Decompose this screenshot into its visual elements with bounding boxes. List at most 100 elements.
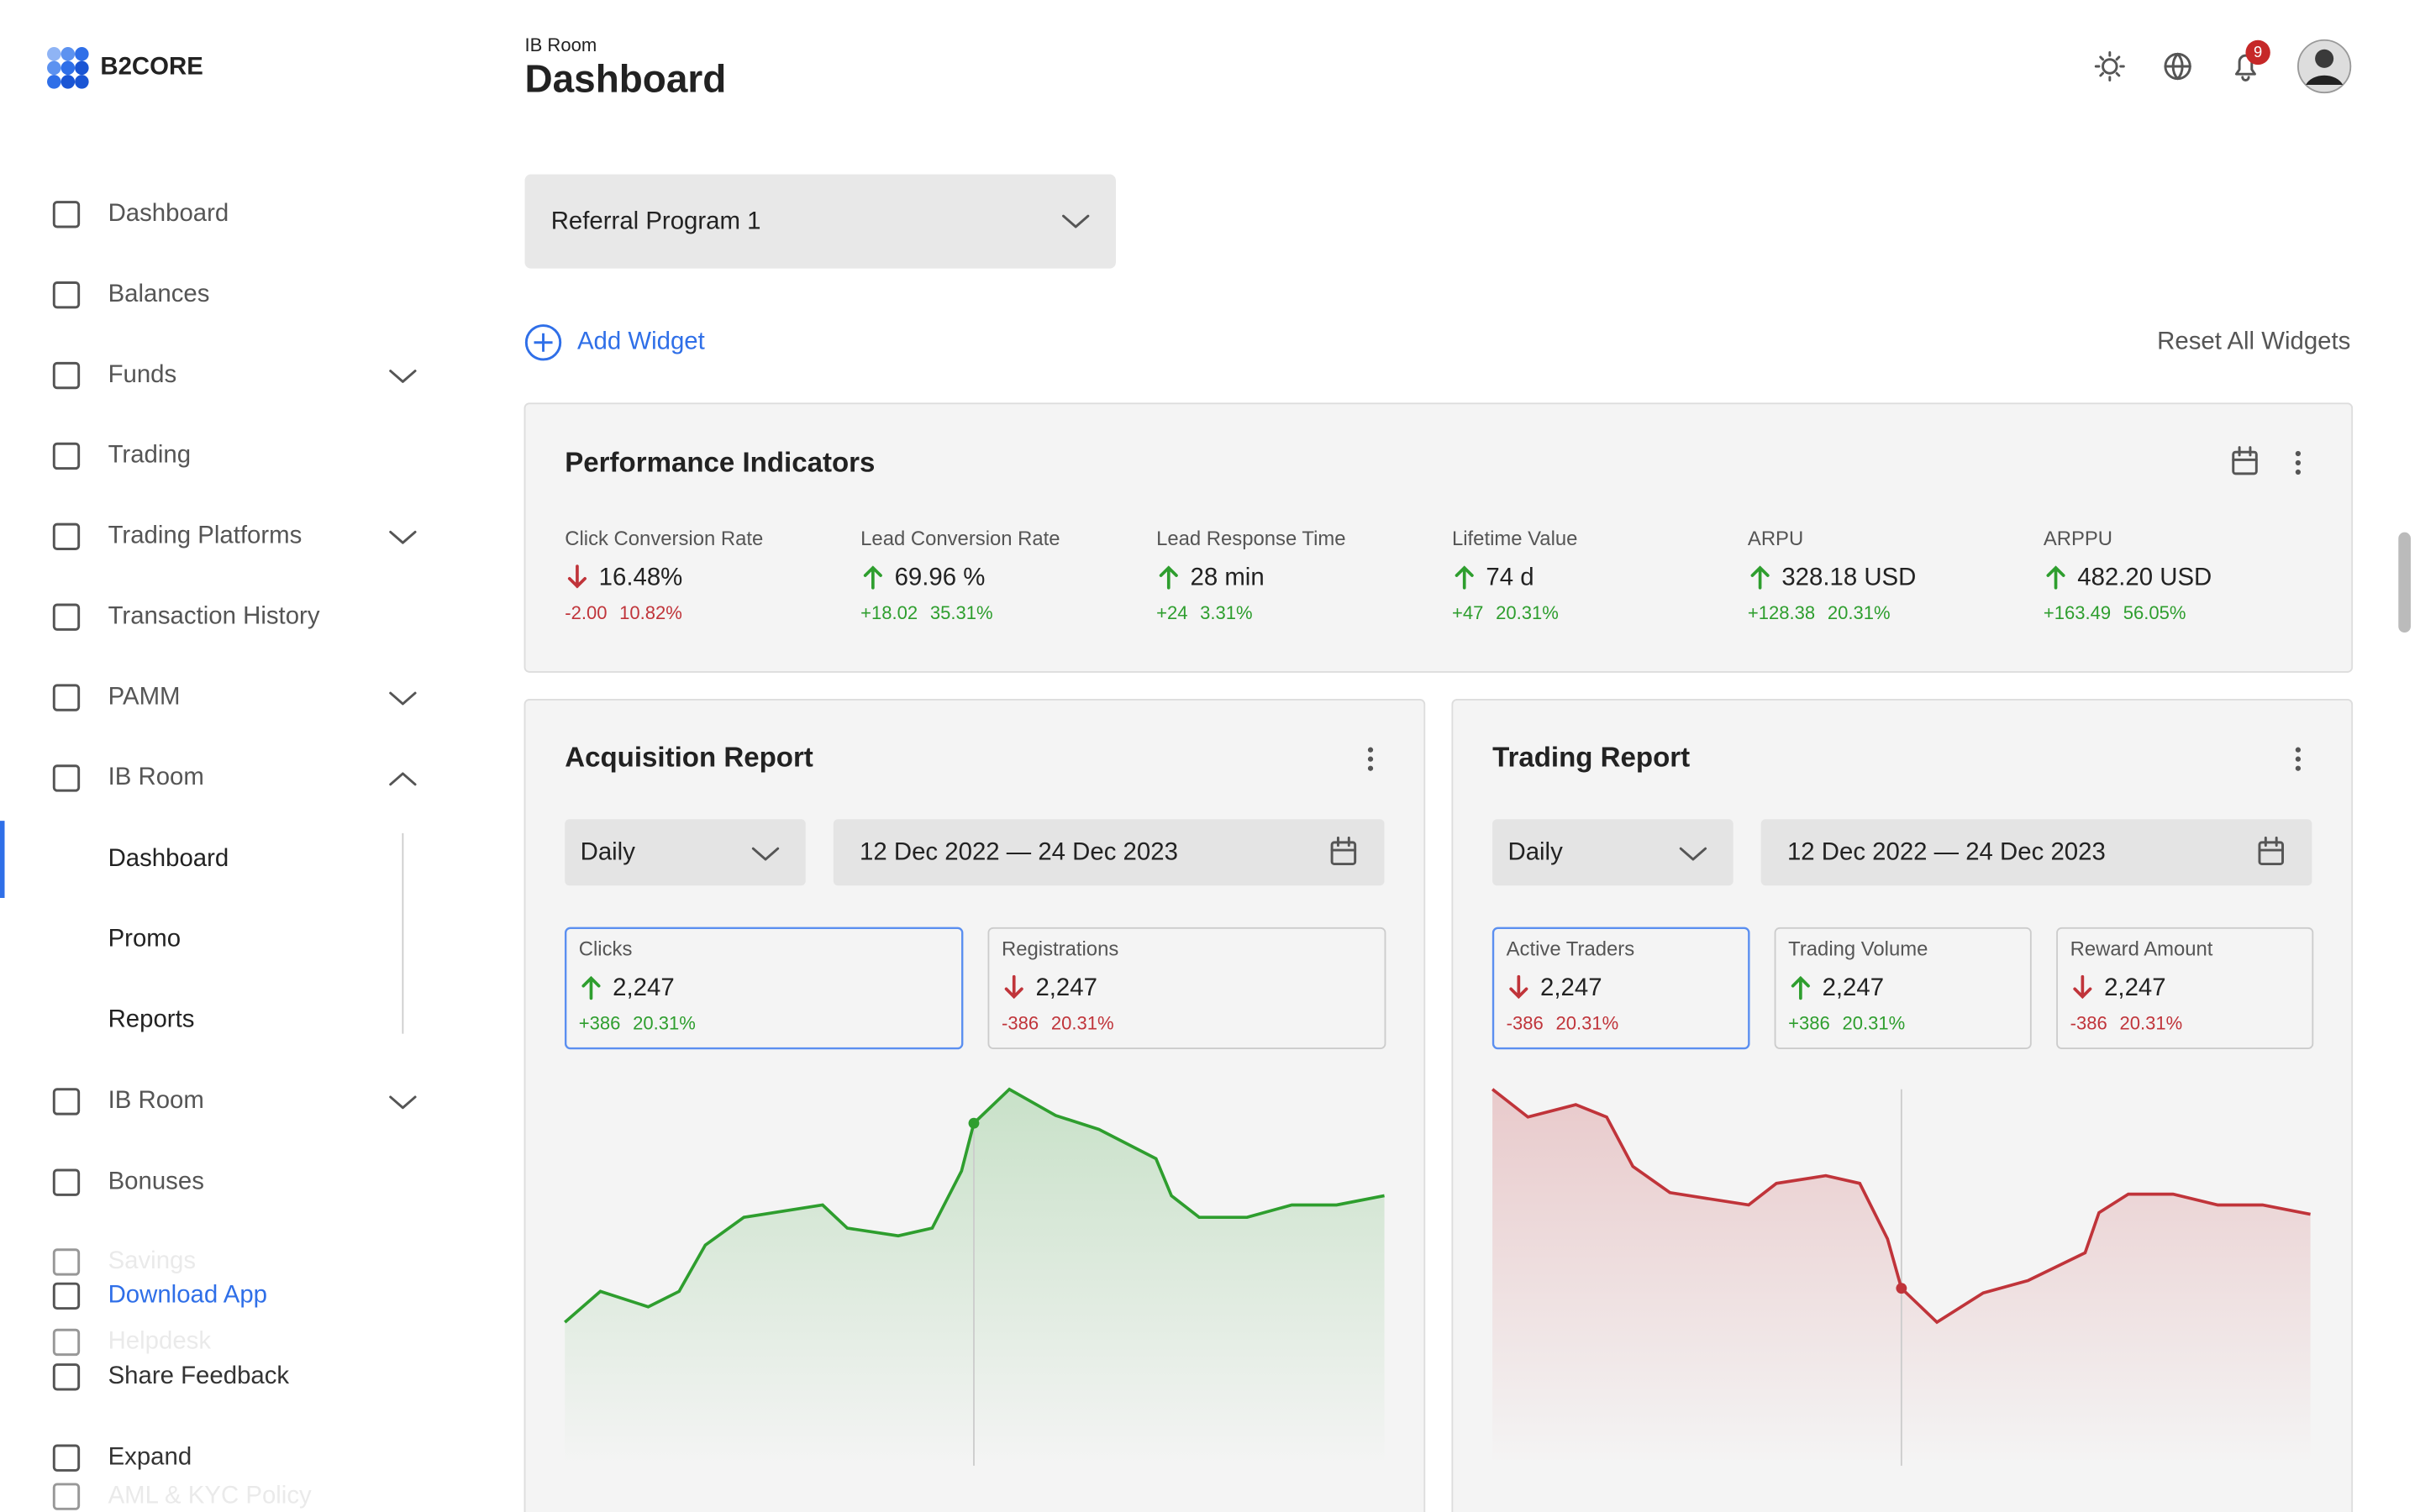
metric-value: 2,247: [2104, 974, 2166, 1001]
menu-label: AML & KYC Policy: [108, 1481, 312, 1509]
metric-percent: 20.31%: [633, 1012, 696, 1033]
date-range[interactable]: [833, 819, 1385, 886]
metric-change: -386: [2070, 1012, 2107, 1033]
metric-label: Registrations: [1002, 938, 1118, 961]
menu-icon: [52, 1328, 81, 1357]
calendar-icon: [2258, 841, 2284, 866]
menu-item[interactable]: PAMM: [52, 682, 417, 711]
metric-percent: 20.31%: [1555, 1012, 1618, 1033]
indicator: Lead Response Time 28 min+24 3.31%: [1156, 528, 1345, 623]
metric-label: Clicks: [579, 938, 633, 961]
menu-label: Transaction History: [108, 601, 320, 629]
metric-tile[interactable]: Trading Volume 2,247 +386 20.31%: [1774, 927, 2032, 1049]
menu-label: Promo: [108, 925, 182, 953]
metric-box: [1774, 927, 2032, 1049]
indicator-percent: 20.31%: [1496, 602, 1559, 623]
menu-item[interactable]: AML & KYC Policy: [52, 1481, 312, 1510]
dot: [1367, 756, 1374, 762]
menu-item[interactable]: Transaction History: [52, 601, 320, 631]
menu-label: Balances: [108, 280, 210, 307]
menu-item[interactable]: Dashboard: [108, 844, 229, 872]
menu-item[interactable]: Savings: [52, 1247, 196, 1276]
menu-icon: [52, 1444, 81, 1472]
avatar[interactable]: [2296, 39, 2352, 94]
indicator-percent: 20.31%: [1828, 602, 1891, 623]
metric-label: Reward Amount: [2070, 938, 2213, 961]
indicator-change: -2.00: [565, 602, 607, 623]
menu-item[interactable]: Dashboard: [52, 199, 229, 228]
metric-tile[interactable]: Registrations 2,247 -386 20.31%: [987, 927, 1386, 1049]
chevron-down: [389, 530, 417, 544]
indicator-change: +128.38: [1748, 602, 1815, 623]
performance-card: [523, 402, 2354, 673]
program-select[interactable]: [524, 174, 1116, 269]
metric-tile[interactable]: Active Traders 2,247 -386 20.31%: [1491, 927, 1750, 1050]
language[interactable]: [2164, 52, 2191, 81]
menu-item[interactable]: Share Feedback: [52, 1362, 289, 1391]
arrow-down: [567, 564, 587, 589]
menu-icon: [52, 201, 81, 228]
metric-value: 2,247: [1540, 974, 1602, 1001]
menu-item[interactable]: Bonuses: [52, 1167, 204, 1196]
chevron-down: [389, 691, 417, 706]
metric-label: Active Traders: [1507, 938, 1635, 961]
scrollbar[interactable]: [2398, 532, 2411, 633]
arrow-up: [1791, 975, 1810, 1000]
reset-widgets[interactable]: Reset All Widgets: [2157, 328, 2350, 355]
menu-item[interactable]: Trading: [52, 441, 192, 470]
dot: [1367, 747, 1374, 753]
active-indicator: [0, 821, 5, 898]
menu-icon: [52, 1168, 81, 1196]
menu-item[interactable]: Helpdesk: [52, 1327, 211, 1357]
menu-item[interactable]: Promo: [108, 925, 182, 953]
menu-icon: [52, 361, 81, 390]
more-button[interactable]: [2295, 450, 2302, 475]
menu-item[interactable]: Trading Platforms: [52, 522, 417, 550]
chevron-down: [1679, 847, 1707, 861]
metric-percent: 20.31%: [2119, 1012, 2182, 1033]
more-button[interactable]: [1367, 747, 1374, 771]
menu-icon: [52, 684, 81, 711]
menu-item[interactable]: IB Room: [52, 1086, 417, 1116]
select-chevron: [1062, 214, 1090, 228]
menu-icon: [52, 1483, 81, 1510]
acquisition-chart: [564, 1087, 1385, 1466]
metric-tile[interactable]: Reward Amount 2,247 -386 20.31%: [2056, 927, 2314, 1049]
menu-item[interactable]: Balances: [52, 280, 210, 309]
menu-icon: [52, 442, 81, 470]
menu-item[interactable]: Expand: [52, 1442, 192, 1472]
indicator-change: +24: [1156, 602, 1187, 623]
indicator-value: 328.18 USD: [1781, 564, 1916, 591]
menu-item[interactable]: Reports: [108, 1005, 195, 1033]
arrow-up: [1159, 565, 1178, 590]
indicator: Click Conversion Rate 16.48% -2.00 10.82%: [565, 528, 763, 623]
menu-icon: [52, 281, 81, 309]
add-widget[interactable]: Add Widget: [577, 328, 705, 355]
metric-tile[interactable]: Clicks 2,247 +386 20.31%: [564, 927, 964, 1050]
report-title: Acquisition Report: [565, 742, 813, 773]
notification-badge: [2245, 39, 2270, 66]
indicator-percent: 3.31%: [1200, 602, 1252, 623]
menu-label: PAMM: [108, 682, 181, 710]
period-select[interactable]: [565, 819, 806, 886]
metric-box: [564, 927, 964, 1050]
menu-item[interactable]: Funds: [52, 360, 417, 390]
menu-label: IB Room: [108, 1086, 204, 1114]
more-button[interactable]: [2295, 747, 2302, 771]
metric-box: [2056, 927, 2314, 1049]
menu-item[interactable]: IB Room: [52, 763, 417, 792]
add-widget-icon[interactable]: [524, 324, 562, 361]
metric-change: +386: [579, 1012, 621, 1033]
date-range[interactable]: [1760, 819, 2312, 886]
menu-icon: [52, 1248, 81, 1276]
calendar-button[interactable]: [2232, 446, 2258, 475]
theme-toggle[interactable]: [2094, 50, 2125, 81]
indicator-value: 482.20 USD: [2077, 564, 2212, 591]
menu-label: Trading: [108, 441, 192, 469]
menu-item[interactable]: Download App: [52, 1281, 267, 1310]
period-select[interactable]: [1492, 819, 1733, 886]
indicator-label: ARPPU: [2044, 528, 2112, 550]
period-label: Daily: [1507, 837, 1563, 865]
trading-chart: [1491, 1088, 2311, 1466]
